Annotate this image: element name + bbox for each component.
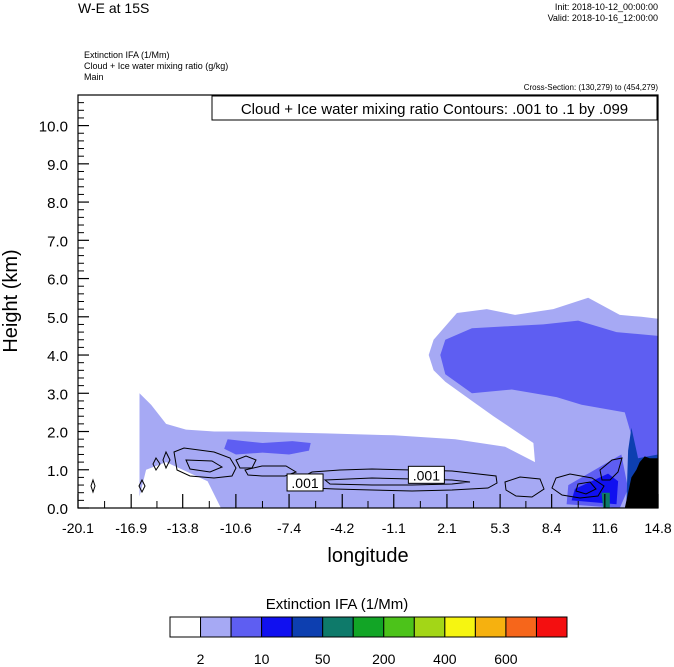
x-tick-label: -13.8 (167, 520, 199, 536)
colorbar-swatch (413, 616, 446, 638)
contour-line (575, 481, 597, 495)
init-time: Init: 2018-10-12_00:00:00 (554, 2, 658, 12)
x-tick-label: -7.4 (277, 520, 301, 536)
y-tick-label: 4.0 (47, 348, 68, 365)
y-axis-label: Height (km) (0, 249, 22, 352)
y-tick-label: 7.0 (47, 233, 68, 250)
x-tick-label: 11.6 (592, 520, 618, 536)
y-tick-label: 8.0 (47, 195, 68, 212)
valid-time: Valid: 2018-10-16_12:00:00 (547, 13, 658, 23)
contour-label-box (407, 465, 445, 484)
extinction-region-400-600 (601, 492, 610, 508)
colorbar-swatch (322, 616, 354, 638)
cross-section-label: Cross-Section: (130,279) to (454,279) (523, 83, 658, 92)
y-tick-label: 9.0 (47, 157, 68, 174)
colorbar-swatch (291, 616, 324, 638)
contour-line (235, 455, 257, 469)
colorbar-swatch (383, 616, 415, 638)
x-tick-label: -16.9 (115, 520, 147, 536)
x-tick-label: -20.1 (62, 520, 94, 536)
colorbar-swatch (474, 616, 507, 638)
x-tick-label: -10.6 (220, 520, 252, 536)
colorbar-swatch (169, 616, 202, 638)
contour-line (138, 478, 146, 494)
x-tick-label: 14.8 (644, 520, 671, 536)
y-tick-label: 1.0 (47, 463, 68, 480)
contour-line (299, 468, 498, 492)
colorbar: 2 10 50 200 400 600 (169, 616, 568, 667)
y-tick-label: 3.0 (47, 386, 68, 403)
colorbar-swatch (261, 616, 293, 638)
colorbar-swatch (230, 616, 263, 638)
colorbar-label: 400 (433, 651, 457, 667)
contour-lines (90, 447, 623, 499)
y-tick-label: 6.0 (47, 272, 68, 289)
colorbar-swatch (200, 616, 232, 638)
terrain (624, 456, 658, 508)
contour-label: .001 (291, 475, 318, 491)
terrain-fill (624, 456, 658, 508)
colorbar-label: 600 (494, 651, 518, 667)
contour-line (185, 459, 224, 473)
contour-line (162, 450, 171, 470)
colorbar-swatch (535, 616, 568, 638)
x-axis-label: longitude (327, 545, 408, 567)
y-tick-label: 0.0 (47, 501, 68, 518)
y-tick-label: 10.0 (39, 119, 68, 136)
colorbar-title: Extinction IFA (1/Mm) (265, 596, 409, 613)
contour-info-box: Cloud + Ice water mixing ratio Contours:… (211, 95, 658, 121)
x-tick-label: -4.2 (330, 520, 354, 536)
x-tick-label: -1.1 (382, 520, 406, 536)
colorbar-label: 50 (315, 651, 331, 667)
colorbar-swatch (505, 616, 537, 638)
extinction-region-10-50 (440, 320, 658, 486)
colorbar-label: 200 (372, 651, 396, 667)
contour-line (551, 473, 605, 499)
chart-title: W-E at 15S (78, 0, 150, 16)
contour-label: .001 (413, 467, 440, 483)
contour-labels: .001 .001 (286, 465, 445, 492)
colorbar-label: 2 (197, 651, 205, 667)
contour-line (173, 447, 237, 479)
field-domain: Main (84, 72, 104, 82)
colorbar-label: 10 (254, 651, 270, 667)
x-tick-label: 8.4 (542, 520, 562, 536)
colorbar-swatch (444, 616, 476, 638)
field-mixing-ratio: Cloud + Ice water mixing ratio (g/kg) (84, 61, 229, 71)
field-extinction: Extinction IFA (1/Mm) (84, 50, 170, 60)
plot-axes: -20.1 -16.9 -13.8 -10.6 -7.4 -4.2 -1.1 2.1 5.3 8.… (39, 94, 672, 536)
contour-line (599, 457, 623, 481)
contour-info-text: Cloud + Ice water mixing ratio Contours:… (241, 101, 628, 118)
contour-line (504, 476, 545, 498)
extinction-region-10-50 (224, 439, 311, 455)
contour-line (323, 477, 471, 486)
x-tick-label: 5.3 (490, 520, 510, 536)
y-tick-label: 2.0 (47, 425, 68, 442)
y-tick-label: 5.0 (47, 310, 68, 327)
contour-label-box (286, 473, 324, 492)
contour-line (90, 478, 96, 494)
colorbar-swatch (352, 616, 385, 638)
contour-info-frame (211, 95, 658, 121)
shaded-regions (139, 297, 658, 508)
x-tick-label: 2.1 (437, 520, 457, 536)
contour-line (152, 457, 161, 471)
